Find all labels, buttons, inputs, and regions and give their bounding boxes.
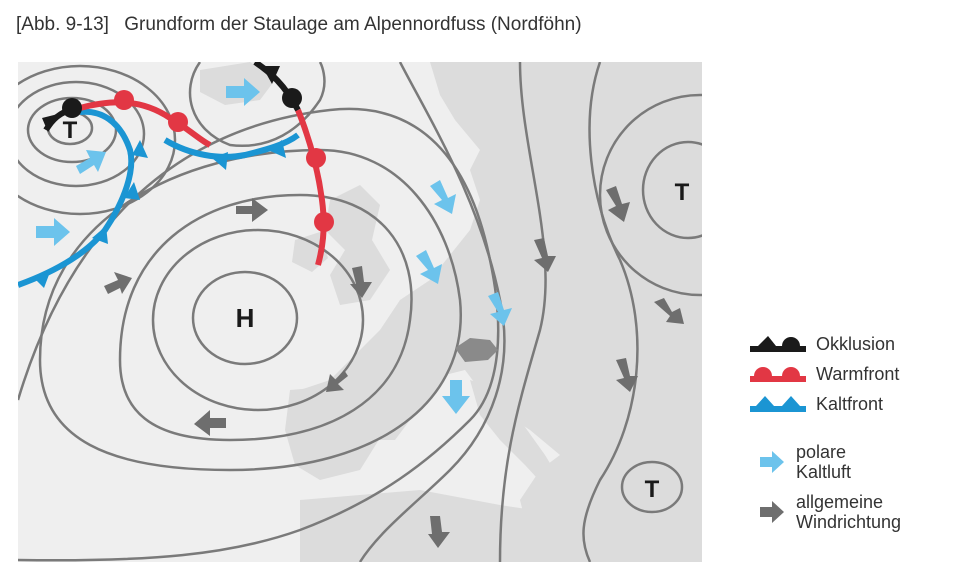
polar-air-arrow — [226, 78, 260, 106]
isobar — [598, 93, 702, 297]
legend-item-warm-front: Warmfront — [750, 364, 899, 384]
legend-label: Kaltfront — [816, 394, 884, 414]
polar-air-arrows — [36, 78, 512, 414]
legend-label: allgemeine — [796, 492, 884, 512]
legend-item-occlusion: Okklusion — [750, 334, 895, 354]
polar-air-arrow — [442, 380, 470, 414]
isobar — [641, 140, 702, 240]
wind-arrow — [350, 266, 372, 298]
polar-air-arrow — [76, 150, 106, 174]
isobar — [620, 460, 684, 514]
isobar — [582, 62, 639, 562]
alps-switzerland — [455, 338, 498, 362]
cold-front — [18, 108, 300, 288]
isobar-lines — [18, 62, 702, 562]
isobar — [191, 270, 299, 366]
polar-air-arrow — [416, 250, 442, 284]
isobar — [358, 62, 506, 562]
warm-front — [79, 90, 334, 266]
legend-label: polare — [796, 442, 847, 462]
legend-label: Warmfront — [816, 364, 900, 384]
wind-arrow — [326, 370, 348, 392]
isobar — [188, 62, 326, 148]
high-pressure-label: H — [236, 303, 255, 333]
figure-label: [Abb. 9-13] — [16, 14, 109, 35]
wind-arrow — [104, 272, 132, 294]
wind-arrow — [606, 186, 630, 222]
occlusion-symbol-icon — [750, 336, 806, 352]
low-pressure-label: T — [675, 179, 690, 206]
low-pressure-label: T — [645, 476, 660, 503]
polar-air-arrow-icon — [760, 451, 784, 473]
wind-arrow — [428, 516, 450, 548]
isobar — [18, 64, 177, 216]
legend-label: Okklusion — [816, 334, 896, 354]
legend-item-wind-direction: allgemeine Windrichtung — [750, 492, 901, 532]
legend-label: Windrichtung — [796, 512, 902, 532]
wind-arrow — [654, 298, 684, 324]
legend-label: Kaltluft — [796, 462, 852, 482]
cold-front-symbol-icon — [750, 396, 806, 412]
wind-arrow — [236, 198, 268, 222]
polar-air-arrow — [36, 218, 70, 246]
polar-air-arrow — [430, 180, 456, 214]
isobar — [118, 193, 413, 442]
occlusion-front — [42, 62, 302, 132]
wind-arrows — [104, 186, 684, 548]
figure-title: Grundform der Staulage am Alpennordfuss … — [124, 14, 582, 35]
legend-item-polar-air: polare Kaltluft — [750, 442, 851, 482]
legend-item-cold-front: Kaltfront — [750, 394, 883, 414]
polar-air-arrow — [488, 292, 512, 326]
wind-arrow — [534, 238, 556, 272]
isobar — [18, 80, 146, 188]
low-pressure-label: T — [63, 117, 78, 144]
wind-arrow — [616, 358, 638, 392]
wind-arrow — [194, 410, 226, 436]
figure-caption: [Abb. 9-13] Grundform der Staulage am Al… — [16, 14, 582, 36]
wind-arrow-icon — [760, 501, 784, 523]
isobar — [151, 228, 365, 412]
isobar — [498, 62, 547, 562]
isobar — [38, 148, 463, 472]
warm-front-symbol-icon — [750, 367, 806, 382]
